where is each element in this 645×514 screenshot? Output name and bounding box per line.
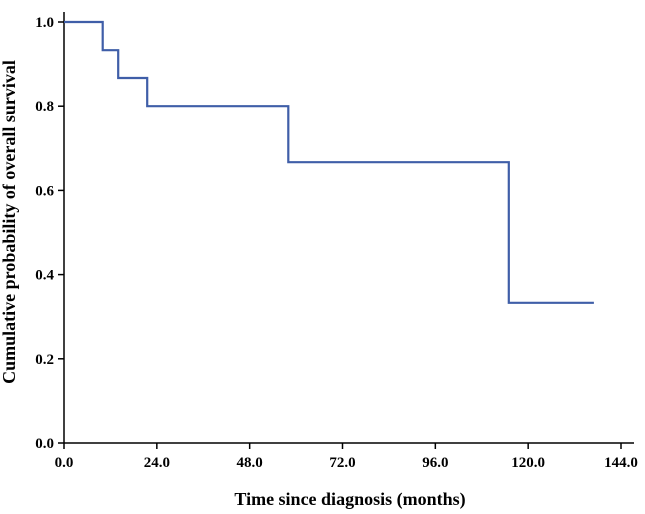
x-tick-label: 96.0	[422, 455, 448, 471]
x-tick-label: 144.0	[604, 455, 638, 471]
x-tick-label: 0.0	[55, 455, 74, 471]
x-tick-label: 48.0	[237, 455, 263, 471]
survival-step-line	[64, 20, 594, 304]
y-tick-label: 0.6	[35, 183, 54, 199]
x-tick-label: 120.0	[511, 455, 545, 471]
y-tick-label: 0.2	[35, 352, 54, 368]
series-layer	[64, 20, 594, 304]
x-tick-label: 24.0	[144, 455, 170, 471]
y-axis-title: Cumulative probability of overall surviv…	[0, 60, 19, 384]
x-axis-ticks: 0.0 24.0 48.0 72.0 96.0 120.0 144.0	[55, 443, 638, 471]
x-tick-label: 72.0	[329, 455, 355, 471]
y-tick-label: 1.0	[35, 15, 54, 31]
y-tick-label: 0.0	[35, 436, 54, 452]
y-axis-ticks: 0.0 0.2 0.4 0.6 0.8 1.0	[35, 15, 64, 452]
y-tick-label: 0.8	[35, 99, 54, 115]
axes	[63, 12, 634, 444]
y-tick-label: 0.4	[35, 268, 54, 284]
x-axis-title: Time since diagnosis (months)	[234, 489, 465, 510]
